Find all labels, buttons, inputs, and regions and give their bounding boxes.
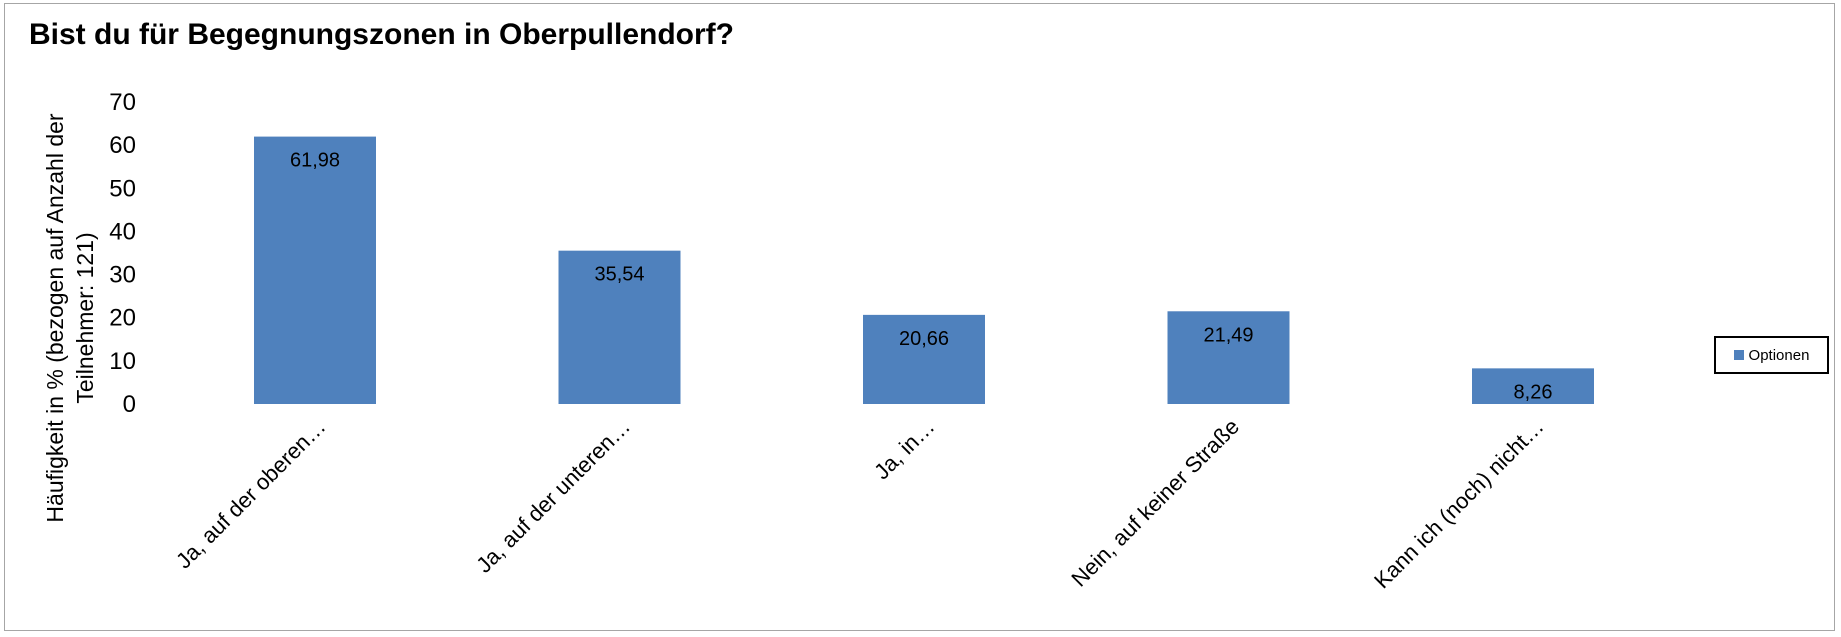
y-tick-label: 70 <box>109 89 136 116</box>
chart-title: Bist du für Begegnungszonen in Oberpulle… <box>29 18 734 51</box>
y-tick-label: 30 <box>109 262 136 289</box>
y-axis-title-line: Teilnehmer: 121) <box>72 232 98 403</box>
bar <box>1472 368 1594 404</box>
x-tick-label: Nein, auf keiner Straße <box>1066 414 1244 592</box>
data-label: 21,49 <box>1203 324 1253 346</box>
y-tick-label: 60 <box>109 132 136 159</box>
y-tick-label: 40 <box>109 218 136 245</box>
y-tick-label: 50 <box>109 175 136 202</box>
bar <box>863 314 985 404</box>
legend: Optionen <box>1714 336 1829 374</box>
bar <box>254 136 376 404</box>
data-label: 20,66 <box>899 328 949 350</box>
data-label: 8,26 <box>1514 381 1553 403</box>
legend-label: Optionen <box>1748 346 1810 364</box>
x-tick-label: Ja, auf der unteren… <box>471 414 635 578</box>
y-axis-title-line: Häufigkeit in % (bezogen auf Anzahl der <box>42 113 68 522</box>
y-tick-label: 20 <box>109 305 136 332</box>
y-tick-label: 10 <box>109 348 136 375</box>
x-tick-label: Ja, in… <box>869 414 939 484</box>
legend-swatch <box>1733 350 1744 360</box>
x-tick-label: Ja, auf der oberen… <box>171 414 331 574</box>
data-label: 61,98 <box>290 150 340 172</box>
data-label: 35,54 <box>594 264 644 286</box>
y-tick-label: 0 <box>123 391 136 418</box>
x-tick-label: Kann ich (noch) nicht… <box>1369 414 1548 593</box>
bar <box>1167 311 1290 404</box>
bar <box>558 250 681 404</box>
